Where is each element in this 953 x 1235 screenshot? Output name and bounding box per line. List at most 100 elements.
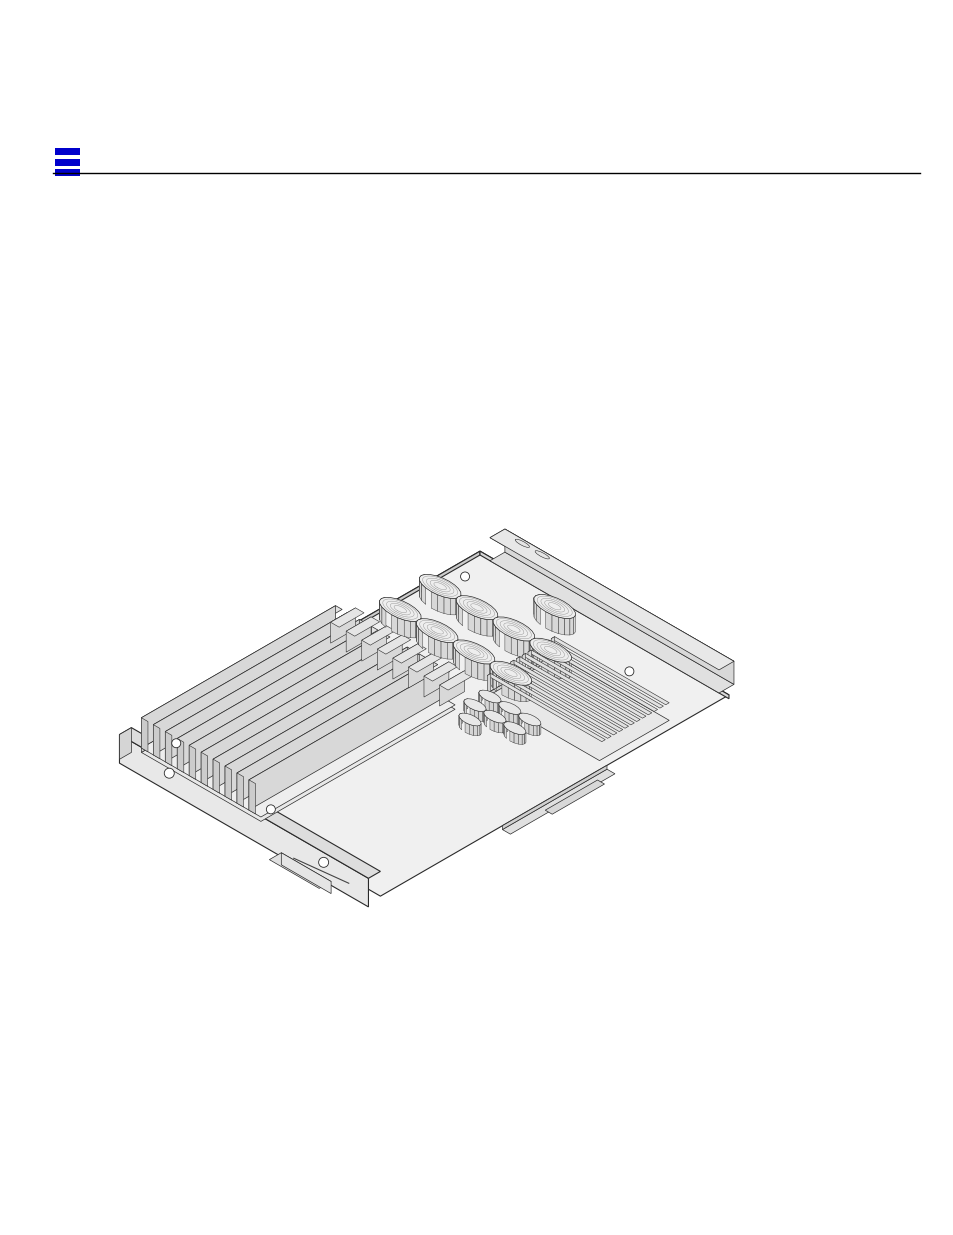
Polygon shape [456,595,497,620]
Polygon shape [490,661,531,685]
Polygon shape [225,766,232,800]
Polygon shape [477,662,483,680]
Polygon shape [492,671,496,692]
Polygon shape [458,605,462,626]
Polygon shape [490,720,494,731]
Polygon shape [504,726,506,739]
Polygon shape [489,663,493,680]
Polygon shape [539,643,657,711]
Polygon shape [213,760,219,793]
Polygon shape [499,700,500,713]
Polygon shape [493,618,534,641]
Polygon shape [236,661,431,803]
Polygon shape [492,661,496,679]
Polygon shape [541,656,547,676]
Polygon shape [508,682,515,700]
Polygon shape [408,653,433,688]
Polygon shape [511,637,517,656]
Polygon shape [498,706,501,719]
Polygon shape [498,703,499,714]
Polygon shape [474,710,478,721]
Circle shape [318,857,328,867]
Polygon shape [529,640,531,658]
Polygon shape [346,616,379,636]
Polygon shape [483,664,489,680]
Polygon shape [490,529,733,669]
Polygon shape [153,613,347,755]
Polygon shape [497,722,501,732]
Polygon shape [482,711,484,721]
Polygon shape [447,642,452,659]
Polygon shape [281,852,331,894]
Polygon shape [531,638,535,656]
Polygon shape [141,718,148,752]
Polygon shape [456,640,457,658]
Polygon shape [201,752,208,787]
Polygon shape [490,552,733,693]
Polygon shape [547,658,554,677]
Circle shape [624,667,633,676]
Polygon shape [539,643,542,663]
Polygon shape [165,620,359,762]
Polygon shape [450,598,455,615]
Polygon shape [516,657,634,725]
Polygon shape [534,594,575,619]
Polygon shape [532,637,534,656]
Polygon shape [464,703,466,715]
Polygon shape [529,640,532,657]
Polygon shape [468,613,474,632]
Polygon shape [545,781,604,814]
Polygon shape [478,690,500,703]
Polygon shape [153,613,354,729]
Polygon shape [536,594,538,613]
Polygon shape [464,699,467,709]
Polygon shape [201,640,401,756]
Polygon shape [479,724,480,735]
Polygon shape [529,725,533,736]
Polygon shape [418,619,420,637]
Polygon shape [443,597,450,615]
Polygon shape [331,608,355,643]
Polygon shape [455,598,458,615]
FancyBboxPatch shape [55,158,80,165]
Polygon shape [439,671,473,690]
Polygon shape [141,636,455,818]
Polygon shape [189,746,195,779]
Polygon shape [201,640,395,783]
Polygon shape [408,653,441,672]
Polygon shape [177,739,184,773]
Polygon shape [529,682,531,700]
Polygon shape [514,734,517,745]
Polygon shape [439,671,464,706]
Polygon shape [416,625,418,645]
Polygon shape [419,580,421,600]
Polygon shape [483,711,484,722]
Polygon shape [509,731,514,743]
Polygon shape [552,615,558,634]
Polygon shape [132,551,479,756]
Polygon shape [535,551,549,559]
Polygon shape [498,701,520,714]
FancyBboxPatch shape [55,169,80,177]
Polygon shape [397,618,404,636]
Polygon shape [379,598,420,621]
Polygon shape [499,701,502,713]
Polygon shape [434,638,440,658]
Polygon shape [487,673,605,742]
Polygon shape [453,640,495,664]
Polygon shape [569,659,571,678]
Circle shape [460,572,469,580]
Polygon shape [523,641,529,657]
Polygon shape [269,852,331,888]
Polygon shape [510,659,628,729]
Polygon shape [153,725,160,758]
Polygon shape [504,663,508,683]
Circle shape [164,768,174,778]
Polygon shape [379,599,381,618]
Polygon shape [189,634,390,750]
Polygon shape [484,710,487,721]
Polygon shape [478,711,482,721]
Polygon shape [474,616,480,635]
Polygon shape [479,694,481,706]
Polygon shape [503,721,525,735]
